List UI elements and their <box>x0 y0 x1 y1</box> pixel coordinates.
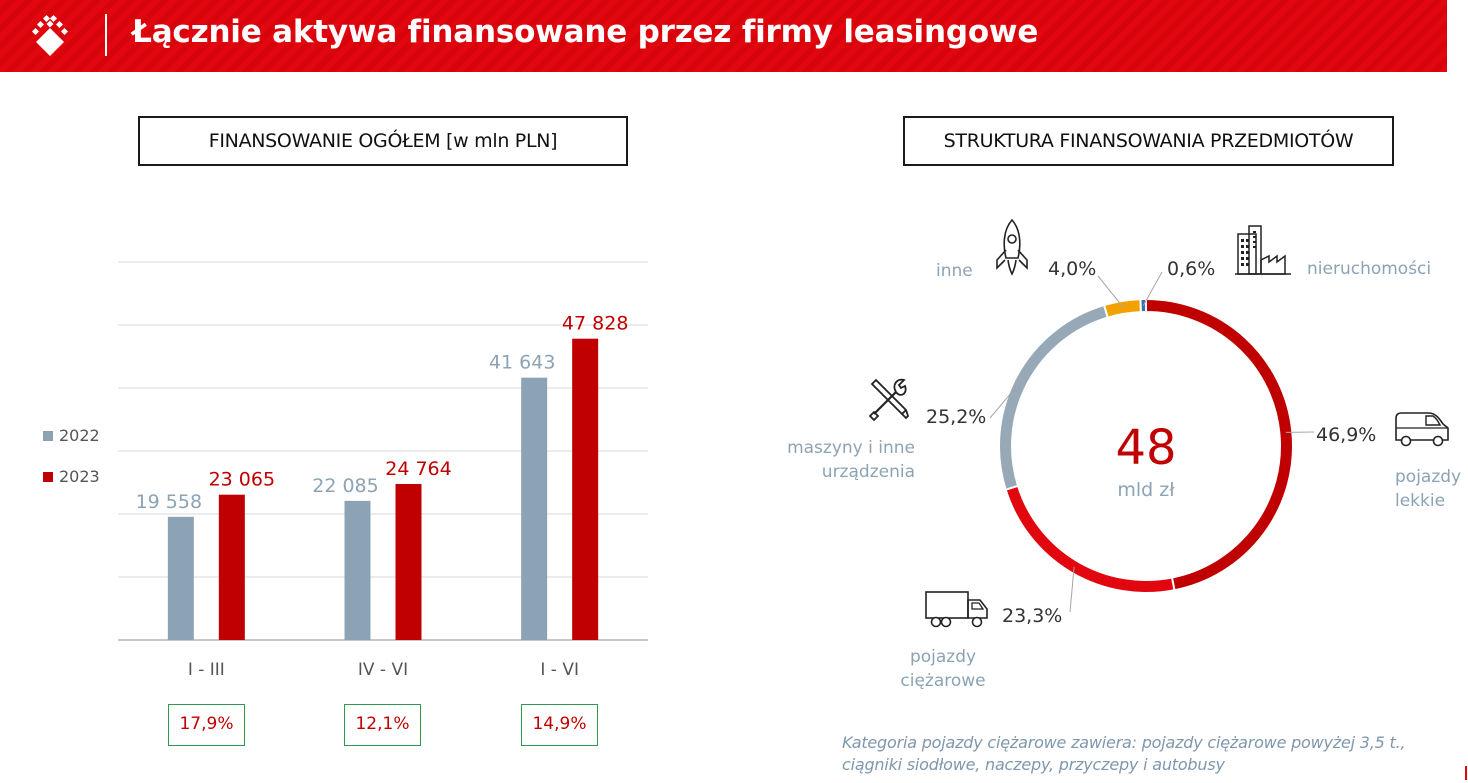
label-lekkie-line1: pojazdy <box>1395 467 1462 487</box>
data-label-2022-1: 19 558 <box>136 491 202 513</box>
leader-line-4 <box>1097 275 1124 308</box>
x-tick-label-1: I - III <box>188 660 225 680</box>
corner-mark <box>1465 766 1467 780</box>
footnote: Kategoria pojazdy ciężarowe zawiera: poj… <box>842 732 1406 776</box>
label-lekkie-line2: lekkie <box>1395 491 1446 511</box>
van-icon <box>1395 412 1449 447</box>
data-label-2023-1: 23 065 <box>209 469 275 491</box>
bar-chart-title: FINANSOWANIE OGÓŁEM [w mln PLN] <box>138 116 628 166</box>
donut-slice-4 <box>1102 298 1142 319</box>
building-icon <box>1235 225 1291 275</box>
data-label-2023-2: 24 764 <box>385 458 451 480</box>
label-maszyny-line2: urządzenia <box>821 462 915 482</box>
header-divider <box>105 14 107 56</box>
header-banner: Łącznie aktywa finansowane przez firmy l… <box>0 0 1447 72</box>
data-label-2023-3: 47 828 <box>562 313 628 335</box>
leader-line-2 <box>1069 566 1075 613</box>
label-lekkie: pojazdy lekkie <box>1395 465 1461 513</box>
x-tick-label-3: I - VI <box>540 660 579 680</box>
legend-swatch-2023 <box>43 471 53 482</box>
pct-maszyny: 25,2% <box>926 406 987 428</box>
x-tick-label-2: IV - VI <box>358 660 408 680</box>
label-maszyny: maszyny i inne urządzenia <box>775 436 915 484</box>
bar-2022-2 <box>344 500 371 640</box>
label-inne: inne <box>936 261 973 281</box>
label-maszyny-line1: maszyny i inne <box>787 438 915 458</box>
growth-badge-q1: 17,9% <box>168 704 245 746</box>
pct-inne: 4,0% <box>1048 258 1097 280</box>
page-title: Łącznie aktywa finansowane przez firmy l… <box>132 14 1039 50</box>
leader-line-5 <box>1142 271 1163 306</box>
bar-2022-1 <box>167 516 194 640</box>
rocket-icon <box>996 218 1028 276</box>
legend-item-2022: 2022 <box>43 426 100 445</box>
growth-badge-q2: 12,1% <box>344 704 421 746</box>
footnote-line2: ciągniki siodłowe, naczepy, przyczepy i … <box>842 755 1225 774</box>
pct-lekkie: 46,9% <box>1316 424 1377 446</box>
bar-2023-2 <box>395 483 422 640</box>
donut-chart-title: STRUKTURA FINANSOWANIA PRZEDMIOTÓW <box>903 116 1394 166</box>
label-ciezarowe: pojazdy ciężarowe <box>893 645 993 693</box>
bar-2023-1 <box>218 494 245 640</box>
legend-item-2023: 2023 <box>43 467 100 486</box>
donut-center-unit: mld zł <box>1117 479 1175 501</box>
growth-badge-h1: 14,9% <box>521 704 598 746</box>
leader-line-3 <box>989 379 1023 419</box>
bar-2022-3 <box>521 377 548 640</box>
data-label-2022-3: 41 643 <box>489 352 555 374</box>
pct-nieruchomosci: 0,6% <box>1167 258 1216 280</box>
data-label-2022-2: 22 085 <box>312 475 378 497</box>
brand-diamond-icon <box>31 14 69 56</box>
legend-swatch-2022 <box>43 430 53 441</box>
tools-icon <box>868 378 910 422</box>
label-nieruchomosci: nieruchomości <box>1307 259 1432 279</box>
label-ciezarowe-line2: ciężarowe <box>900 671 986 691</box>
legend-label-2022: 2022 <box>59 426 100 445</box>
pct-ciezarowe: 23,3% <box>1002 605 1063 627</box>
footnote-line1: Kategoria pojazdy ciężarowe zawiera: poj… <box>842 733 1406 752</box>
donut-slice-2 <box>1004 484 1176 594</box>
donut-slice-3 <box>998 303 1110 491</box>
label-ciezarowe-line1: pojazdy <box>909 647 977 667</box>
legend-label-2023: 2023 <box>59 467 100 486</box>
donut-center-value: 48 <box>1115 420 1177 476</box>
donut-slice-5 <box>1139 297 1147 314</box>
bar-2023-3 <box>572 338 599 640</box>
truck-icon <box>925 591 988 628</box>
